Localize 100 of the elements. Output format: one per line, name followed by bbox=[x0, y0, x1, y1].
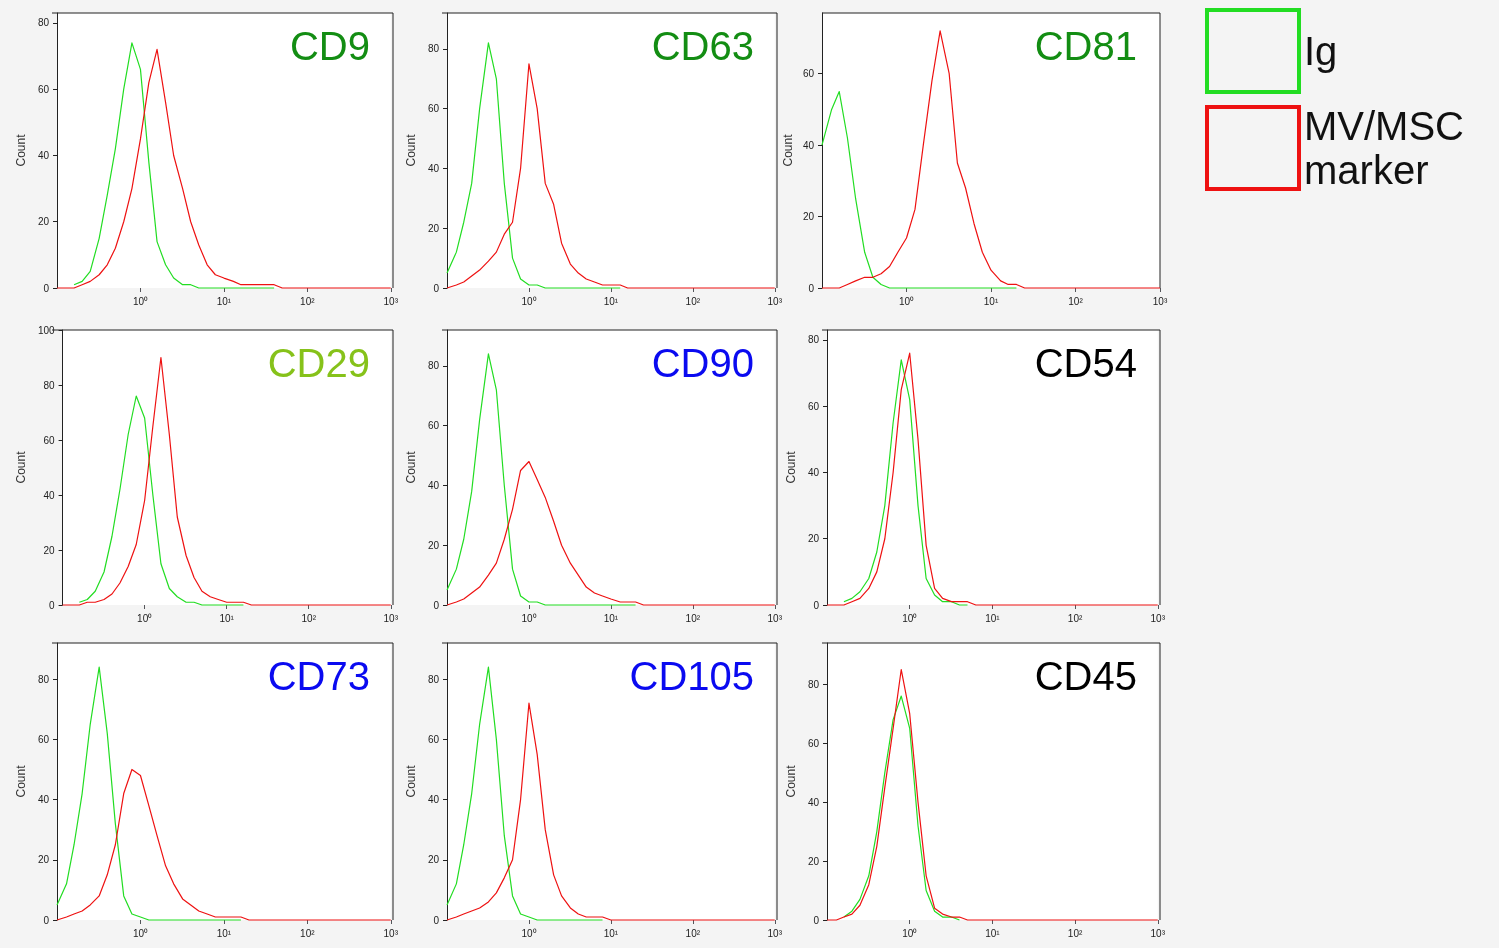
y-tick-label: 0 bbox=[813, 599, 820, 611]
chart-title: CD105 bbox=[629, 654, 754, 698]
y-tick-label: 40 bbox=[43, 489, 56, 501]
x-tick-label: 10¹ bbox=[985, 927, 1001, 939]
y-tick-label: 60 bbox=[802, 68, 815, 80]
x-tick-label: 10² bbox=[301, 612, 317, 624]
x-tick-label: 10³ bbox=[383, 927, 399, 939]
chart-title: CD73 bbox=[267, 654, 370, 698]
x-tick-label: 10² bbox=[1067, 927, 1083, 939]
y-tick-label: 20 bbox=[37, 216, 50, 228]
y-tick-label: 80 bbox=[43, 379, 56, 391]
y-tick-label: 40 bbox=[427, 794, 440, 806]
x-tick-label: 10³ bbox=[383, 612, 399, 624]
y-tick-label: 0 bbox=[43, 282, 50, 294]
x-tick-label: 10⁰ bbox=[898, 295, 915, 307]
y-tick-label: 80 bbox=[37, 673, 50, 685]
x-tick-label: 10² bbox=[1067, 612, 1083, 624]
y-tick-label: 40 bbox=[427, 479, 440, 491]
chart-title: CD45 bbox=[1034, 654, 1137, 698]
x-tick-label: 10³ bbox=[767, 927, 783, 939]
x-tick-label: 10³ bbox=[1150, 927, 1166, 939]
y-tick-label: 20 bbox=[427, 539, 440, 551]
x-tick-label: 10¹ bbox=[603, 295, 619, 307]
y-tick-label: 80 bbox=[427, 43, 440, 55]
y-axis-title: Count bbox=[784, 450, 798, 484]
line-series bbox=[73, 42, 275, 289]
y-tick-label: 20 bbox=[802, 211, 815, 223]
y-axis-title: Count bbox=[404, 764, 418, 798]
y-tick-label: 60 bbox=[427, 420, 440, 432]
y-tick-label: 80 bbox=[807, 334, 820, 346]
line-series bbox=[446, 353, 637, 606]
x-tick-label: 10² bbox=[300, 927, 316, 939]
x-tick-label: 10⁰ bbox=[132, 295, 149, 307]
y-tick-label: 60 bbox=[37, 83, 50, 95]
line-series bbox=[78, 395, 245, 606]
x-tick-label: 10⁰ bbox=[902, 612, 918, 624]
y-axis-title: Count bbox=[14, 764, 28, 798]
line-series bbox=[843, 359, 969, 606]
legend-label: MV/MSC marker bbox=[1304, 104, 1464, 192]
y-axis-title: Count bbox=[781, 133, 795, 167]
y-tick-label: 0 bbox=[808, 282, 815, 294]
y-tick-label: 60 bbox=[807, 737, 820, 749]
y-tick-label: 0 bbox=[433, 914, 440, 926]
x-tick-label: 10³ bbox=[767, 295, 783, 307]
y-tick-label: 0 bbox=[49, 599, 56, 611]
x-tick-label: 10² bbox=[685, 612, 701, 624]
y-tick-label: 60 bbox=[807, 400, 820, 412]
y-tick-label: 20 bbox=[427, 222, 440, 234]
y-tick-label: 20 bbox=[37, 854, 50, 866]
x-tick-label: 10⁰ bbox=[132, 927, 149, 939]
y-axis-title: Count bbox=[14, 133, 28, 167]
x-tick-label: 10² bbox=[1068, 295, 1084, 307]
y-tick-label: 60 bbox=[427, 103, 440, 115]
chart-title: CD63 bbox=[651, 24, 754, 68]
y-tick-label: 40 bbox=[807, 796, 820, 808]
y-tick-label: 80 bbox=[37, 17, 50, 29]
line-series bbox=[821, 90, 1018, 289]
chart-title: CD54 bbox=[1034, 341, 1137, 385]
x-tick-label: 10¹ bbox=[985, 612, 1001, 624]
x-tick-label: 10¹ bbox=[603, 612, 619, 624]
x-tick-label: 10³ bbox=[1150, 612, 1166, 624]
x-tick-label: 10⁰ bbox=[521, 612, 537, 624]
y-tick-label: 0 bbox=[433, 282, 440, 294]
y-tick-label: 0 bbox=[813, 914, 820, 926]
x-tick-label: 10⁰ bbox=[137, 612, 153, 624]
y-tick-label: 20 bbox=[807, 855, 820, 867]
x-tick-label: 10¹ bbox=[983, 295, 999, 307]
line-series bbox=[56, 666, 242, 921]
y-tick-label: 20 bbox=[43, 544, 56, 556]
legend-label: Ig bbox=[1304, 29, 1338, 73]
chart-title: CD81 bbox=[1034, 24, 1137, 68]
line-series bbox=[843, 695, 961, 921]
y-axis-title: Count bbox=[404, 133, 418, 167]
x-tick-label: 10¹ bbox=[216, 295, 232, 307]
y-tick-label: 20 bbox=[807, 533, 820, 545]
y-tick-label: 40 bbox=[427, 162, 440, 174]
x-tick-label: 10⁰ bbox=[521, 295, 537, 307]
y-axis-title: Count bbox=[404, 450, 418, 484]
y-tick-label: 0 bbox=[433, 599, 440, 611]
x-tick-label: 10¹ bbox=[219, 612, 235, 624]
x-tick-label: 10² bbox=[300, 295, 316, 307]
x-tick-label: 10² bbox=[685, 295, 701, 307]
y-tick-label: 40 bbox=[802, 139, 815, 151]
y-tick-label: 0 bbox=[43, 914, 50, 926]
y-tick-label: 20 bbox=[427, 854, 440, 866]
y-tick-label: 60 bbox=[37, 733, 50, 745]
y-tick-label: 100 bbox=[37, 324, 56, 336]
x-tick-label: 10³ bbox=[1152, 295, 1168, 307]
chart-title: CD9 bbox=[289, 24, 371, 68]
y-axis-title: Count bbox=[784, 764, 798, 798]
x-tick-label: 10⁰ bbox=[521, 927, 537, 939]
y-tick-label: 60 bbox=[43, 434, 56, 446]
x-tick-label: 10¹ bbox=[216, 927, 232, 939]
y-tick-label: 80 bbox=[427, 360, 440, 372]
x-tick-label: 10² bbox=[685, 927, 701, 939]
line-series bbox=[446, 42, 621, 289]
y-axis-title: Count bbox=[14, 450, 28, 484]
y-tick-label: 40 bbox=[807, 466, 820, 478]
x-tick-label: 10¹ bbox=[603, 927, 619, 939]
y-tick-label: 40 bbox=[37, 794, 50, 806]
